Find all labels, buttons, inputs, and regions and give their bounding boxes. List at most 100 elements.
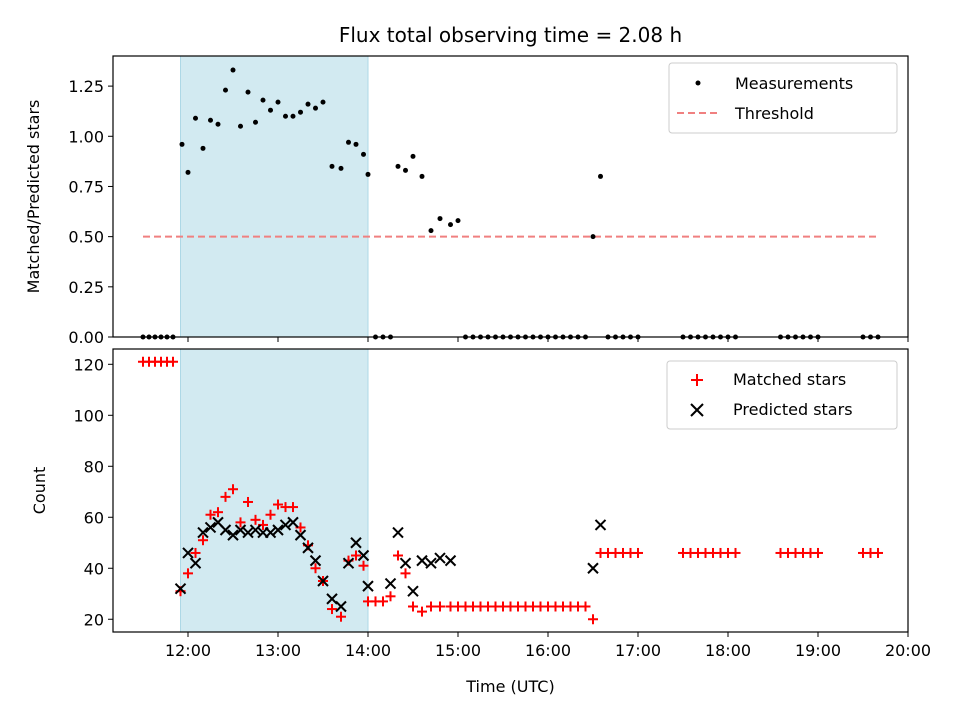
matched-star-point: [213, 507, 223, 518]
top-panel-frame: [112, 55, 909, 338]
predicted-star-point: [182, 547, 194, 559]
predicted-star-point: [249, 524, 262, 536]
matched-star-point: [235, 517, 246, 528]
matched-star-point: [633, 547, 643, 558]
measurement-point: [260, 97, 266, 103]
measurement-point: [346, 139, 351, 145]
matched-star-point: [336, 611, 346, 622]
measurement-point: [290, 113, 296, 119]
measurement-point: [245, 89, 251, 95]
y-tick-label: 1.25: [68, 77, 104, 96]
x-tick-label: 20:00: [885, 641, 931, 660]
measurement-point: [455, 218, 461, 224]
matched-star-point: [273, 499, 283, 510]
y-tick-label: 1.00: [68, 127, 104, 146]
predicted-star-point: [309, 554, 322, 567]
predicted-star-point: [416, 554, 428, 567]
legend-marker-predicted-stars: [690, 403, 704, 417]
matched-star-point: [408, 601, 418, 612]
measurement-point: [305, 101, 311, 107]
matched-star-point: [417, 606, 427, 617]
predicted-star-point: [399, 557, 412, 569]
top-legend: Measurements Threshold: [668, 62, 898, 134]
predicted-star-point: [384, 577, 397, 590]
matched-star-point: [288, 502, 298, 513]
predicted-star-point: [174, 582, 187, 595]
matched-star-point: [250, 514, 261, 525]
matched-star-point: [435, 601, 445, 612]
measurement-point: [208, 117, 213, 123]
matched-star-point: [813, 547, 823, 558]
measurement-point: [283, 113, 288, 119]
measurement-point: [200, 145, 206, 151]
x-tick-label: 12:00: [165, 641, 211, 660]
matched-star-point: [873, 547, 883, 558]
y-tick-label: 20: [84, 610, 104, 629]
measurement-point: [215, 121, 221, 127]
y-tick-label: 0.50: [68, 228, 104, 247]
predicted-star-point: [357, 549, 370, 562]
measurement-point: [361, 151, 366, 157]
bottom-panel-frame: [112, 348, 909, 633]
matched-star-point: [588, 614, 598, 625]
measurement-point: [395, 163, 401, 169]
measurement-point: [320, 99, 326, 105]
y-tick-label: 120: [73, 355, 104, 374]
predicted-star-point: [587, 562, 599, 574]
bottom-y-axis-label: Count: [30, 467, 49, 515]
matched-star-point: [393, 550, 403, 561]
y-tick-label: 0.00: [68, 328, 104, 347]
matched-star-point: [190, 547, 201, 558]
measurement-point: [185, 169, 191, 175]
chart-title: Flux total observing time = 2.08 h: [339, 23, 682, 47]
y-tick-label: 100: [73, 406, 104, 425]
measurement-point: [365, 171, 371, 177]
predicted-star-point: [264, 526, 277, 539]
predicted-star-point: [350, 537, 362, 549]
matched-star-point: [351, 550, 361, 561]
legend-label-matched-stars: Matched stars: [733, 370, 846, 389]
predicted-star-point: [234, 524, 247, 536]
y-tick-label: 80: [84, 457, 104, 476]
measurement-point: [253, 119, 258, 125]
matched-star-point: [358, 560, 369, 571]
predicted-star-point: [197, 526, 209, 539]
matched-star-point: [327, 604, 337, 615]
predicted-star-point: [279, 519, 292, 531]
legend-label-predicted-stars: Predicted stars: [733, 400, 853, 419]
predicted-star-point: [294, 529, 307, 541]
matched-star-point: [228, 484, 238, 495]
measurement-point: [329, 163, 335, 169]
predicted-star-point: [242, 526, 254, 539]
matched-star-point: [310, 563, 321, 574]
predicted-star-point: [189, 557, 202, 569]
measurement-point: [268, 107, 273, 113]
predicted-star-point: [335, 600, 347, 613]
matched-star-point: [400, 568, 411, 579]
measurement-point: [179, 141, 185, 147]
x-tick-label: 18:00: [705, 641, 751, 660]
predicted-star-point: [272, 524, 284, 536]
bottom-legend: Matched stars Predicted stars: [666, 360, 898, 430]
predicted-star-point: [204, 521, 217, 534]
legend-marker-matched-stars: [691, 374, 703, 386]
y-tick-label: 40: [84, 559, 104, 578]
top-y-axis-label: Matched/Predicted stars: [24, 100, 43, 294]
measurement-point: [238, 123, 243, 129]
predicted-star-point: [425, 557, 437, 569]
measurement-point: [410, 153, 416, 159]
measurement-point: [230, 67, 236, 73]
matched-star-point: [730, 547, 741, 558]
y-tick-label: 0.25: [68, 278, 104, 297]
matched-star-point: [168, 356, 178, 367]
top-legend-frame: [668, 62, 898, 134]
matched-star-point: [426, 601, 436, 612]
predicted-star-point: [287, 516, 299, 529]
predicted-star-point: [219, 524, 232, 536]
measurement-point: [193, 115, 198, 121]
predicted-star-point: [317, 575, 329, 587]
measurement-point: [403, 167, 408, 173]
measurement-point: [338, 165, 344, 171]
predicted-star-point: [407, 585, 419, 597]
legend-marker-measurements: [695, 80, 701, 86]
